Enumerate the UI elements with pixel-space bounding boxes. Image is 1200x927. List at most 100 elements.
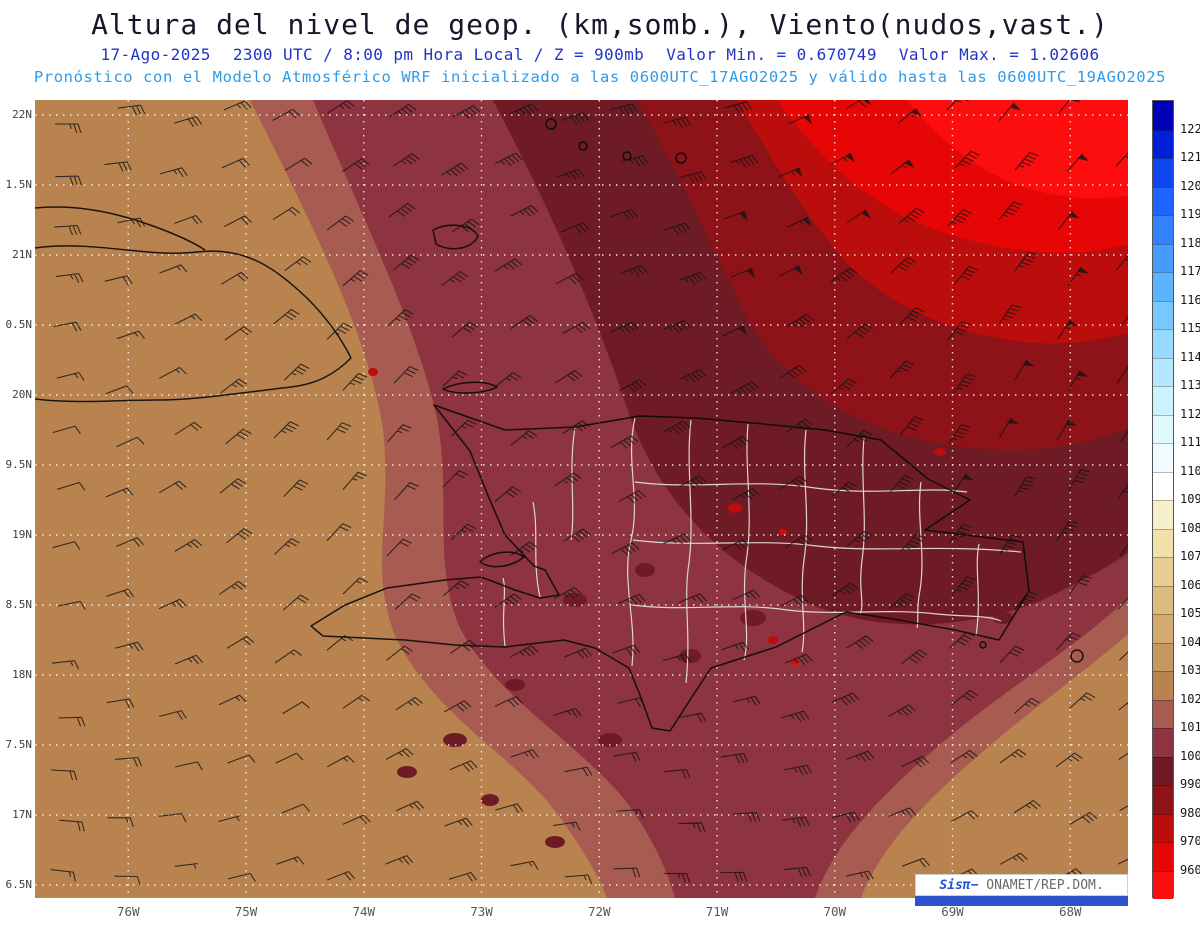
colorbar-tick-label: 1040 — [1180, 634, 1200, 649]
value-max-label: Valor Max. = 1.02606 — [898, 45, 1100, 64]
lon-tick-label: 75W — [234, 904, 258, 919]
lon-tick-label: 69W — [941, 904, 964, 919]
island-mona — [1070, 649, 1084, 663]
colorbar-tick-label: 1200 — [1180, 178, 1200, 193]
colorbar-cell — [1153, 756, 1173, 785]
colorbar-tick-label: 1060 — [1180, 577, 1200, 592]
lat-tick-label: 22N — [12, 108, 32, 121]
colorbar-cell — [1153, 813, 1173, 842]
colorbar-tick-label: 970 — [1180, 834, 1200, 848]
lat-tick-label: 18N — [12, 668, 32, 681]
colorbar-tick-label: 1220 — [1180, 121, 1200, 136]
colorbar-cell — [1153, 215, 1173, 244]
onamet-credit: ONAMET/REP.DOM. — [986, 877, 1104, 893]
bright-red-spot-patches — [779, 529, 799, 665]
colorbar-cell — [1153, 471, 1173, 500]
colorbar-tick-label: 980 — [1180, 805, 1200, 820]
lon-tick-label: 70W — [823, 904, 847, 919]
lon-tick-label: 72W — [587, 904, 611, 919]
page-title: Altura del nivel de geop. (km,somb.), Vi… — [91, 8, 1109, 41]
coastline-cuba — [35, 245, 352, 403]
coastline-cuba-north — [35, 206, 206, 251]
island-tortuga — [442, 381, 498, 394]
colorbar-tick-label: 1190 — [1180, 207, 1200, 221]
colorbar-tick-label: 1150 — [1180, 321, 1200, 335]
colorbar-cell — [1153, 414, 1173, 443]
colorbar-cell — [1153, 585, 1173, 614]
lat-tick-label: 20N — [12, 388, 32, 401]
colorbar-tick-label: 1180 — [1180, 235, 1200, 250]
island-saona — [979, 641, 987, 649]
colorbar-cell — [1153, 842, 1173, 871]
colorbar-tick-label: 1210 — [1180, 150, 1200, 164]
colorbar-tick-label: 1020 — [1180, 691, 1200, 706]
coastline-hispaniola — [310, 404, 1030, 732]
value-min-label: Valor Min. = 0.670749 — [666, 45, 877, 64]
island-turks-1 — [545, 118, 557, 130]
colorbar-cell — [1153, 528, 1173, 557]
colorbar-cell — [1153, 500, 1173, 529]
colorbar-cell — [1153, 614, 1173, 643]
band-below-960 — [907, 100, 1128, 199]
colorbar-tick-label: 1030 — [1180, 663, 1200, 677]
colorbar-cell — [1153, 329, 1173, 358]
colorbar — [1152, 100, 1174, 899]
province-boundaries — [502, 417, 1022, 684]
logo-blue-bar — [915, 896, 1128, 906]
date-label: 17-Ago-2025 — [100, 45, 211, 64]
grid-lines — [35, 100, 1128, 898]
island-inagua — [432, 224, 479, 250]
colorbar-tick-label: 1050 — [1180, 606, 1200, 620]
lat-tick-label: 21N — [12, 248, 32, 261]
colorbar-cell — [1153, 272, 1173, 301]
colorbar-tick-label: 1080 — [1180, 520, 1200, 535]
island-turks-2 — [578, 141, 588, 151]
colorbar-cell — [1153, 300, 1173, 329]
lat-tick-label: 6.5N — [5, 878, 33, 891]
lon-tick-label: 76W — [116, 904, 140, 919]
colorbar-cell — [1153, 728, 1173, 757]
lat-tick-label: 17N — [12, 808, 32, 821]
dark-maroon-patches — [397, 443, 1013, 848]
lat-tick-label: 1.5N — [5, 178, 33, 191]
wind-barbs — [50, 100, 1128, 886]
lon-tick-label: 68W — [1058, 904, 1082, 919]
island-gonave — [479, 551, 525, 568]
lon-tick-label: 71W — [705, 904, 729, 919]
geopotential-wind-map — [35, 100, 1128, 898]
colorbar-cell — [1153, 158, 1173, 187]
logo-dash: − — [970, 877, 987, 893]
colorbar-cell — [1153, 129, 1173, 158]
colorbar-cell — [1153, 870, 1173, 899]
subtitle-model-run: Pronóstico con el Modelo Atmosférico WRF… — [33, 68, 1167, 86]
colorbar-tick-label: 1140 — [1180, 349, 1200, 364]
coastlines — [35, 118, 1084, 732]
island-turks-4 — [675, 152, 687, 164]
colorbar-tick-label: 960 — [1180, 862, 1200, 877]
sispi-logo: Sisπ — [939, 877, 971, 893]
colorbar-tick-label: 990 — [1180, 777, 1200, 791]
time-level-label: 2300 UTC / 8:00 pm Hora Local / Z = 900m… — [232, 45, 645, 64]
lat-tick-label: 19N — [12, 528, 32, 541]
red-spot-patches — [368, 368, 946, 644]
colorbar-cell — [1153, 101, 1173, 130]
colorbar-cell — [1153, 699, 1173, 728]
colorbar-cell — [1153, 642, 1173, 671]
credit-box: Sisπ − ONAMET/REP.DOM. — [915, 874, 1128, 896]
lat-tick-label: 8.5N — [5, 598, 33, 611]
colorbar-cell — [1153, 557, 1173, 586]
colorbar-tick-label: 1070 — [1180, 549, 1200, 563]
colorbar-cell — [1153, 243, 1173, 272]
colorbar-cell — [1153, 671, 1173, 700]
map-plot-area — [35, 100, 1128, 898]
lat-tick-label: 9.5N — [5, 458, 33, 471]
colorbar-tick-label: 1160 — [1180, 292, 1200, 307]
colorbar-cell — [1153, 386, 1173, 415]
colorbar-tick-label: 1090 — [1180, 492, 1200, 506]
colorbar-tick-label: 1130 — [1180, 378, 1200, 392]
colorbar-cell — [1153, 186, 1173, 215]
colorbar-cell — [1153, 443, 1173, 472]
